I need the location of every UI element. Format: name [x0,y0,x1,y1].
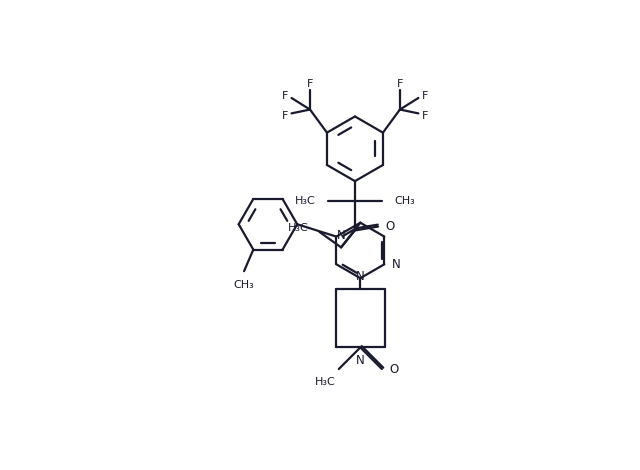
Text: CH₃: CH₃ [234,281,255,290]
Text: H₃C: H₃C [295,196,316,206]
Text: F: F [422,111,429,121]
Text: N: N [337,229,346,242]
Text: F: F [397,79,403,89]
Text: N: N [356,270,365,283]
Text: F: F [422,91,429,101]
Text: CH₃: CH₃ [394,196,415,206]
Text: N: N [392,258,401,271]
Text: F: F [282,91,288,101]
Text: O: O [390,362,399,376]
Text: H₃C: H₃C [288,223,308,233]
Text: O: O [386,220,395,233]
Text: F: F [282,111,288,121]
Text: N: N [356,353,365,367]
Text: H₃C: H₃C [315,377,336,387]
Text: F: F [307,79,313,89]
